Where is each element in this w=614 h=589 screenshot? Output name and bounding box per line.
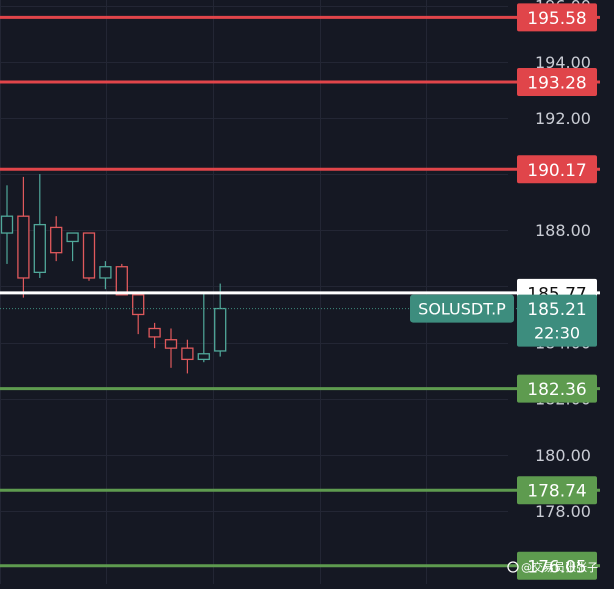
y-tick-label-8: 180.00 (535, 446, 591, 465)
candle-body-12 (197, 353, 210, 361)
candle-body-4 (66, 232, 79, 243)
last-price-tag (517, 294, 597, 347)
candle-body-5 (82, 232, 96, 279)
candles (0, 174, 227, 374)
level-tag-4 (517, 374, 597, 403)
watermark-text: @交易员张张子 (521, 560, 598, 574)
level-tag-1 (517, 67, 597, 96)
level-label-6: 176.05 (527, 557, 586, 577)
candle-body-2 (33, 223, 46, 273)
level-label-0: 195.58 (527, 9, 586, 29)
candle-body-0 (0, 215, 14, 234)
y-tick-label-9: 178.00 (535, 502, 591, 521)
symbol-label: SOLUSDT.P (418, 300, 506, 319)
y-tick-label-1: 194.00 (535, 53, 591, 72)
candle-body-6 (99, 266, 112, 279)
candle-body-10 (164, 339, 178, 349)
watermark-icon (507, 561, 519, 573)
level-label-5: 178.74 (527, 482, 586, 502)
countdown-label: 22:30 (534, 324, 580, 343)
candle-body-13 (214, 307, 227, 352)
y-tick-label-4: 188.00 (535, 221, 591, 240)
candle-body-11 (181, 347, 194, 361)
symbol-tag (410, 294, 514, 323)
level-label-1: 193.28 (527, 73, 586, 93)
level-label-4: 182.36 (527, 380, 586, 400)
level-tag-0 (517, 3, 597, 32)
candle-body-8 (132, 294, 145, 316)
level-tag-6 (517, 551, 597, 580)
candle-body-7 (115, 266, 128, 296)
watermark: @交易员张张子 (507, 560, 598, 574)
last-price-label: 185.21 (527, 300, 586, 320)
level-label-2: 190.17 (527, 161, 586, 181)
current-price: SOLUSDT.P 185.21 22:30 (0, 294, 597, 347)
level-tag-5 (517, 476, 597, 505)
candle-body-1 (17, 215, 30, 279)
candle-body-9 (148, 327, 161, 338)
y-tick-label-2: 192.00 (535, 109, 591, 128)
level-tag-2 (517, 155, 597, 184)
candle-body-3 (50, 226, 63, 254)
